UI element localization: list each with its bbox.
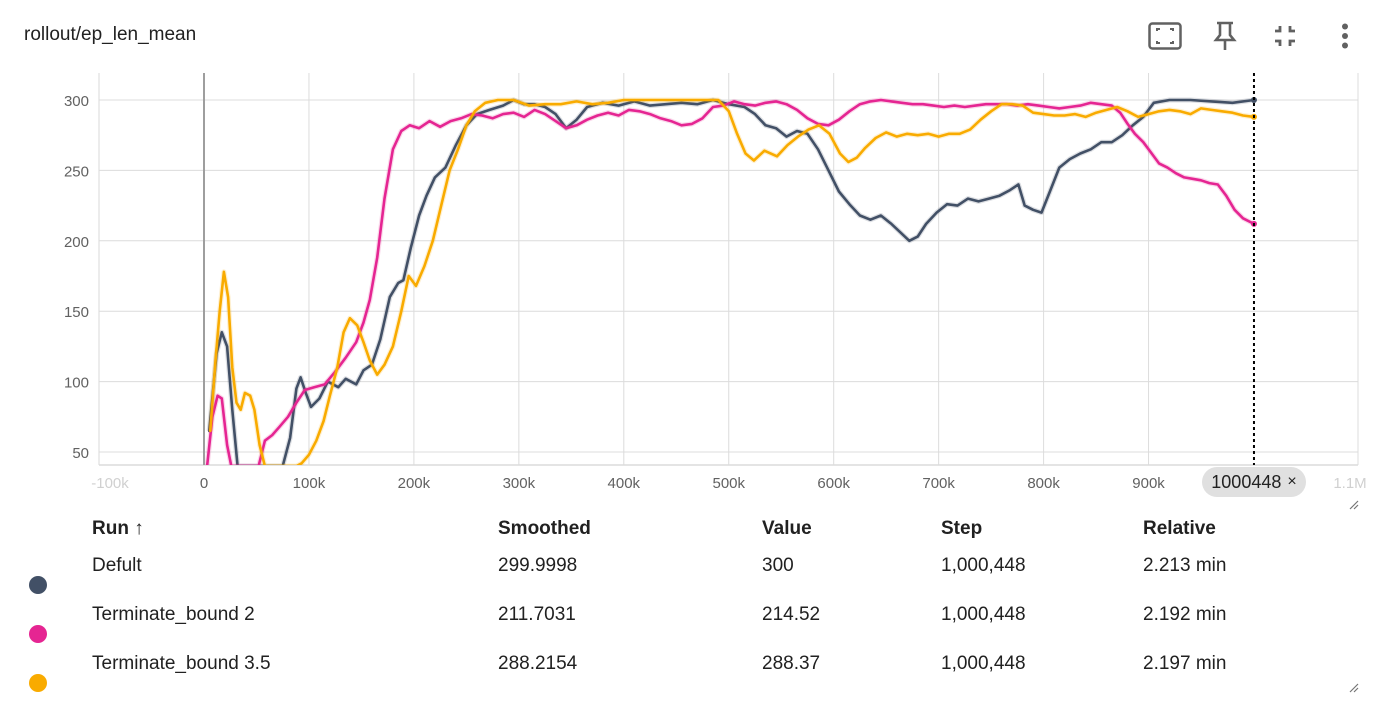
x-tick-label: 1.1M (1333, 475, 1366, 492)
run-color-dot (29, 576, 47, 594)
y-tick-label: 150 (64, 304, 89, 321)
collapse-icon (1275, 26, 1295, 46)
run-value: 214.52 (762, 604, 821, 625)
run-step: 1,000,448 (941, 653, 1026, 674)
y-tick-label: 100 (64, 375, 89, 392)
resize-handle-icon[interactable] (1349, 500, 1359, 510)
run-value: 288.37 (762, 653, 821, 674)
run-step: 1,000,448 (941, 555, 1026, 576)
x-tick-label: 300k (503, 475, 536, 492)
run-color-dot (29, 674, 47, 692)
x-tick-label: 800k (1027, 475, 1060, 492)
x-tick-label: 100k (293, 475, 326, 492)
chart-grid (98, 73, 1359, 466)
run-smoothed: 288.2154 (498, 653, 578, 674)
run-relative: 2.192 min (1143, 604, 1227, 625)
y-tick-label: 50 (72, 445, 89, 462)
header-relative[interactable]: Relative (1143, 518, 1216, 539)
series-raw-line (207, 97, 1255, 465)
series-line (205, 98, 1256, 465)
table-resize-handle-icon[interactable] (1349, 683, 1359, 693)
header-run[interactable]: Run ↑ (92, 518, 144, 539)
chart-title: rollout/ep_len_mean (24, 24, 197, 45)
collapse-button[interactable] (1266, 18, 1304, 54)
chart-ticks: 50 100 150 200 250 300 -100k 0 100k 200k 300k 400k 5… (64, 73, 1367, 492)
run-smoothed: 299.9998 (498, 555, 578, 576)
close-icon[interactable]: × (1287, 473, 1297, 490)
series-line (209, 98, 1256, 465)
run-name: Terminate_bound 3.5 (92, 653, 271, 674)
y-tick-label: 300 (64, 93, 89, 110)
x-tick-label: 700k (922, 475, 955, 492)
y-tick-label: 250 (64, 163, 89, 180)
series-line (207, 98, 1256, 465)
header-step[interactable]: Step (941, 518, 983, 539)
pin-icon (1213, 21, 1237, 50)
y-tick-label: 200 (64, 234, 89, 251)
x-tick-label: 400k (608, 475, 641, 492)
x-tick-label: 200k (398, 475, 431, 492)
chart-series (204, 97, 1257, 465)
x-tick-label: -100k (91, 475, 129, 492)
step-cursor-value: 1000448 (1211, 471, 1282, 492)
line-chart[interactable]: 50 100 150 200 250 300 -100k 0 100k 200k 300k 400k 5… (0, 0, 1384, 510)
more-options-button[interactable] (1326, 18, 1364, 54)
run-color-dot (29, 625, 47, 643)
header-smoothed[interactable]: Smoothed (498, 518, 591, 539)
x-tick-label: 500k (712, 475, 745, 492)
chart-toolbar (1146, 18, 1364, 54)
run-step: 1,000,448 (941, 604, 1026, 625)
run-relative: 2.213 min (1143, 555, 1227, 576)
pin-button[interactable] (1206, 18, 1244, 54)
run-smoothed: 211.7031 (498, 604, 576, 625)
x-tick-label: 600k (817, 475, 850, 492)
run-value: 300 (762, 555, 794, 576)
x-tick-label: 0 (200, 475, 208, 492)
x-tick-label: 900k (1132, 475, 1165, 492)
header-value[interactable]: Value (762, 518, 812, 539)
run-name: Terminate_bound 2 (92, 604, 255, 625)
fit-domain-button[interactable] (1146, 18, 1184, 54)
series-raw-line (204, 97, 1256, 465)
step-cursor-chip[interactable]: 1000448 × (1202, 467, 1306, 497)
series-raw-line (206, 97, 1255, 465)
run-relative: 2.197 min (1143, 653, 1227, 674)
run-name: Defult (92, 555, 142, 576)
fit-domain-icon (1148, 22, 1182, 50)
more-vert-icon (1342, 23, 1348, 49)
